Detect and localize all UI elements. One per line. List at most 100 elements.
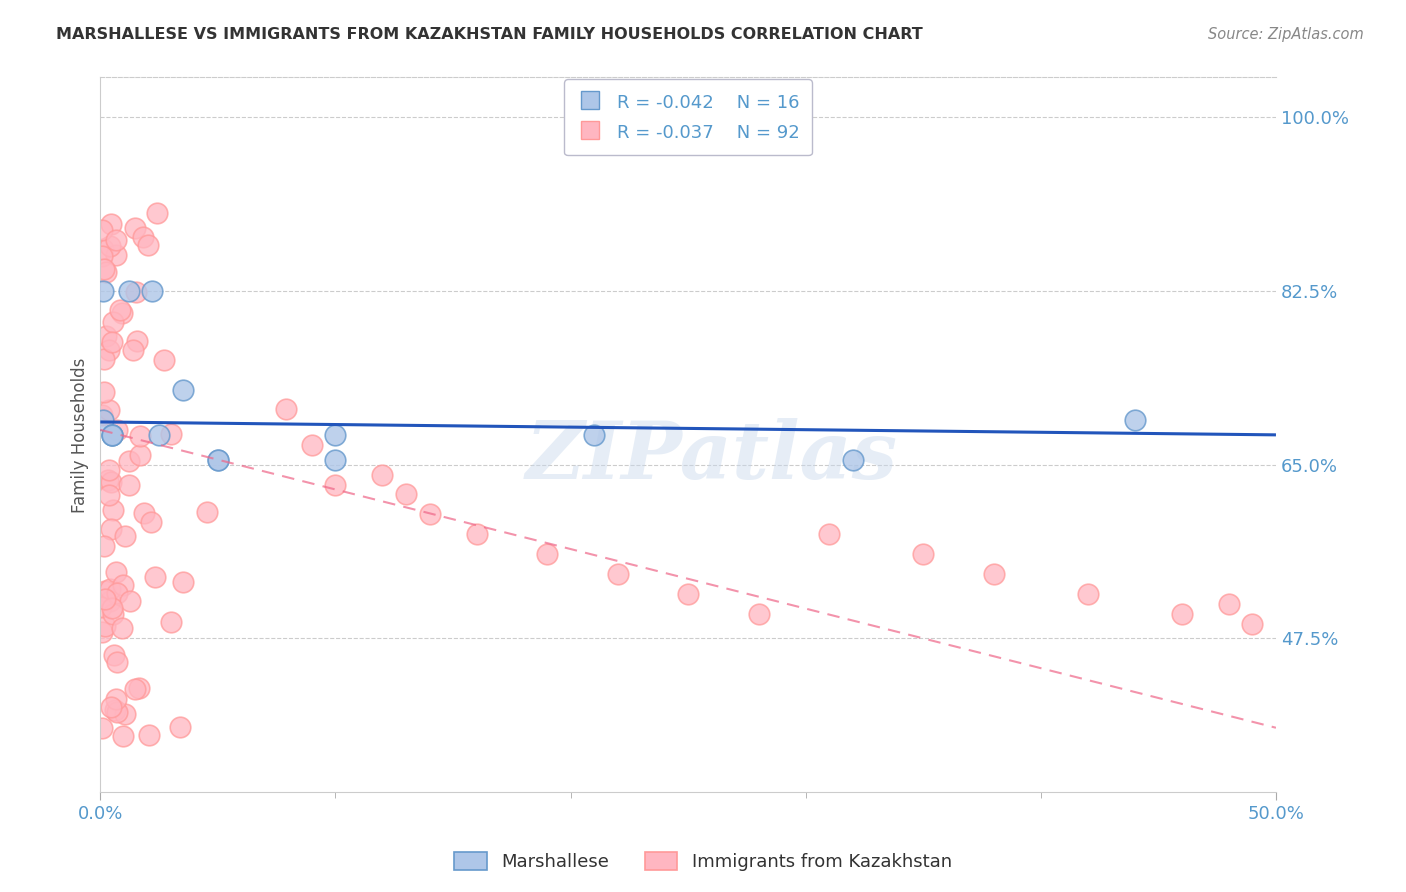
- Point: [124, 681, 146, 696]
- Point: [207, 452, 229, 467]
- Point: [105, 705, 128, 719]
- Point: [195, 505, 218, 519]
- Point: [105, 692, 128, 706]
- Text: ZIPatlas: ZIPatlas: [526, 417, 897, 495]
- Point: [125, 285, 148, 299]
- Point: [172, 574, 194, 589]
- Point: [127, 334, 149, 348]
- Point: [100, 475, 122, 490]
- Point: [101, 428, 124, 442]
- Point: [146, 206, 169, 220]
- Point: [91, 284, 114, 298]
- Point: [94, 265, 117, 279]
- Point: [97, 473, 120, 487]
- Point: [153, 353, 176, 368]
- Point: [103, 648, 125, 662]
- Point: [105, 565, 128, 579]
- Point: [94, 592, 117, 607]
- Point: [325, 477, 347, 491]
- Point: [100, 218, 122, 232]
- Point: [93, 584, 115, 599]
- Point: [103, 607, 125, 622]
- Point: [143, 569, 166, 583]
- Point: [207, 452, 229, 467]
- Point: [101, 428, 124, 442]
- Point: [128, 429, 150, 443]
- Point: [141, 515, 163, 529]
- Point: [104, 247, 127, 261]
- Point: [1241, 616, 1264, 631]
- Point: [371, 467, 394, 482]
- Point: [138, 728, 160, 742]
- Point: [132, 230, 155, 244]
- Point: [111, 578, 134, 592]
- Point: [325, 428, 347, 442]
- Point: [118, 594, 141, 608]
- Point: [111, 729, 134, 743]
- Point: [100, 600, 122, 615]
- Point: [97, 463, 120, 477]
- Legend: Marshallese, Immigrants from Kazakhstan: Marshallese, Immigrants from Kazakhstan: [447, 845, 959, 879]
- Point: [159, 426, 181, 441]
- Point: [98, 594, 121, 608]
- Point: [97, 488, 120, 502]
- Point: [105, 655, 128, 669]
- Point: [101, 502, 124, 516]
- Point: [114, 706, 136, 721]
- Point: [676, 587, 699, 601]
- Legend: R = -0.042    N = 16, R = -0.037    N = 92: R = -0.042 N = 16, R = -0.037 N = 92: [564, 79, 813, 155]
- Point: [301, 438, 323, 452]
- Point: [98, 403, 121, 417]
- Point: [98, 582, 121, 596]
- Point: [90, 599, 112, 614]
- Point: [128, 449, 150, 463]
- Text: MARSHALLESE VS IMMIGRANTS FROM KAZAKHSTAN FAMILY HOUSEHOLDS CORRELATION CHART: MARSHALLESE VS IMMIGRANTS FROM KAZAKHSTA…: [56, 27, 922, 42]
- Point: [124, 220, 146, 235]
- Point: [90, 721, 112, 735]
- Point: [983, 566, 1005, 581]
- Point: [118, 454, 141, 468]
- Point: [91, 223, 114, 237]
- Point: [94, 328, 117, 343]
- Point: [104, 703, 127, 717]
- Y-axis label: Family Households: Family Households: [72, 357, 89, 513]
- Point: [1171, 607, 1194, 621]
- Point: [818, 527, 841, 541]
- Point: [111, 621, 134, 635]
- Point: [465, 527, 488, 541]
- Point: [325, 452, 347, 467]
- Point: [842, 452, 865, 467]
- Point: [583, 428, 606, 442]
- Point: [100, 335, 122, 350]
- Point: [97, 343, 120, 357]
- Point: [160, 615, 183, 629]
- Text: Source: ZipAtlas.com: Source: ZipAtlas.com: [1208, 27, 1364, 42]
- Point: [395, 487, 418, 501]
- Point: [93, 540, 115, 554]
- Point: [606, 566, 628, 581]
- Point: [90, 408, 112, 422]
- Point: [94, 619, 117, 633]
- Point: [100, 522, 122, 536]
- Point: [121, 343, 143, 358]
- Point: [101, 315, 124, 329]
- Point: [93, 384, 115, 399]
- Point: [748, 607, 770, 621]
- Point: [104, 233, 127, 247]
- Point: [111, 306, 134, 320]
- Point: [91, 249, 114, 263]
- Point: [536, 547, 558, 561]
- Point: [148, 428, 170, 442]
- Point: [100, 700, 122, 714]
- Point: [105, 586, 128, 600]
- Point: [93, 262, 115, 277]
- Point: [136, 238, 159, 252]
- Point: [1077, 587, 1099, 601]
- Point: [98, 239, 121, 253]
- Point: [276, 402, 298, 417]
- Point: [117, 284, 139, 298]
- Point: [128, 681, 150, 695]
- Point: [118, 478, 141, 492]
- Point: [105, 423, 128, 437]
- Point: [91, 242, 114, 256]
